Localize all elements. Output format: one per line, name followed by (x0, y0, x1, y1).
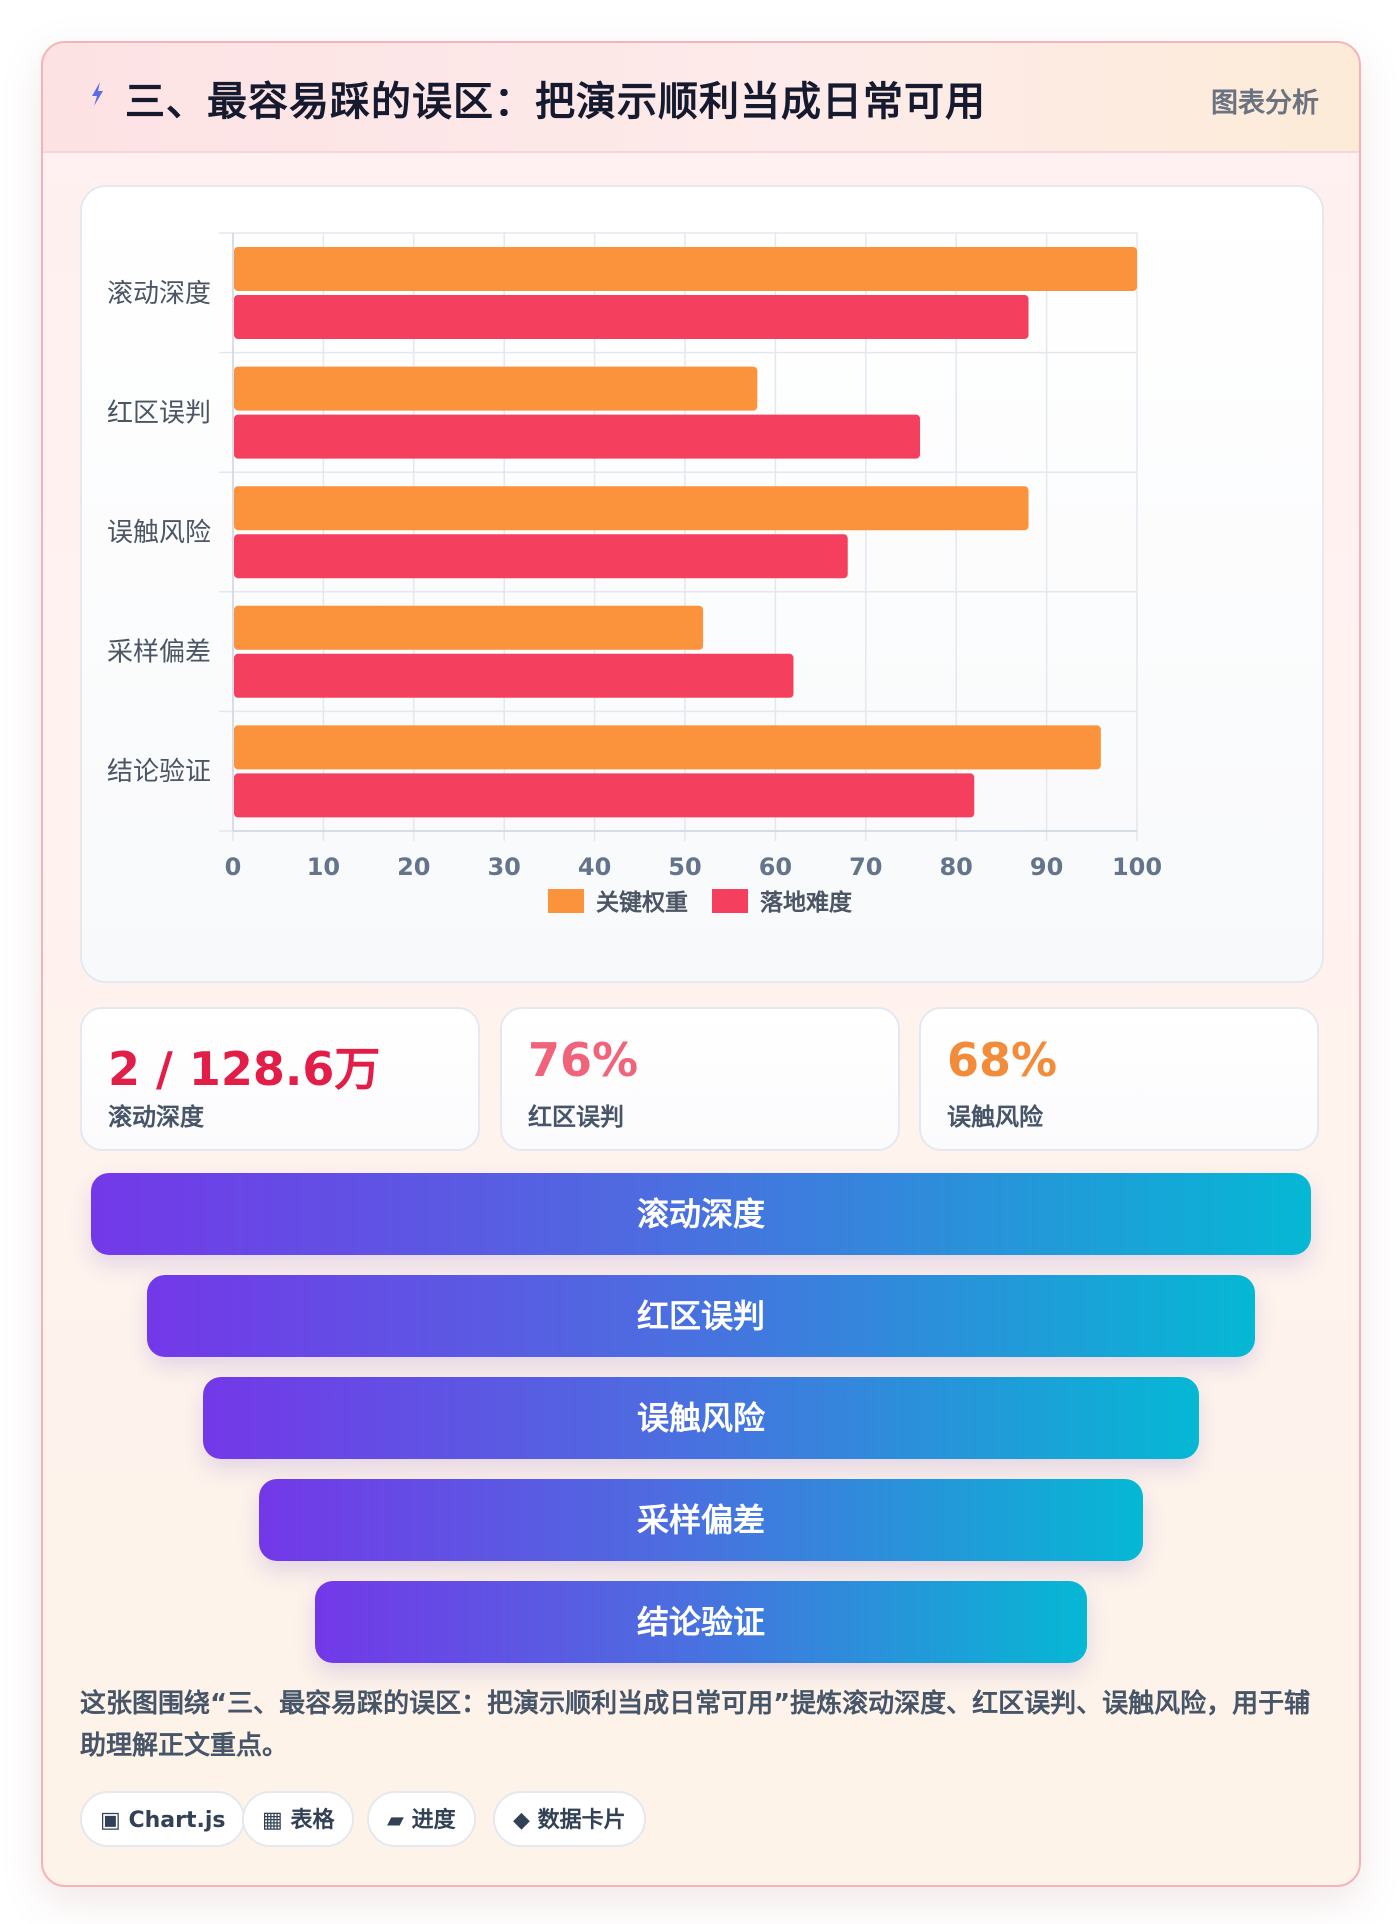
funnel-step-3: 误触风险 (203, 1377, 1199, 1459)
x-tick-label: 90 (1030, 853, 1063, 881)
x-tick-label: 80 (939, 853, 972, 881)
bar (234, 773, 975, 818)
chart-analysis-tag: 图表分析 (1211, 88, 1319, 119)
legend-swatch (712, 889, 748, 913)
page-title: 三、最容易踩的误区：把演示顺利当成日常可用 (125, 79, 986, 125)
bar (234, 725, 1101, 770)
x-tick-label: 60 (759, 853, 792, 881)
legend-label: 落地难度 (760, 889, 853, 916)
x-tick-label: 30 (487, 853, 520, 881)
stat-label-3: 误触风险 (947, 1103, 1043, 1131)
chart-icon: ▣ (100, 1808, 121, 1833)
bar (234, 247, 1137, 291)
stat-card-3: 68% 误触风险 (919, 1007, 1319, 1151)
funnel-step-1: 滚动深度 (91, 1173, 1311, 1255)
chip-data-card[interactable]: ◆ 数据卡片 (493, 1791, 646, 1847)
category-label: 结论验证 (107, 757, 211, 787)
x-tick-label: 70 (849, 853, 882, 881)
table-icon: ▦ (262, 1808, 283, 1833)
category-label: 红区误判 (107, 398, 211, 428)
lightning-icon (92, 82, 103, 106)
x-tick-label: 100 (1112, 853, 1162, 881)
bar-chart: 滚动深度红区误判误触风险采样偏差结论验证 0 10 20 30 40 50 60 70 80 90 1… (80, 185, 1324, 983)
bar (234, 295, 1029, 339)
stat-value-1: 2 / 128.6万 (108, 1042, 381, 1096)
x-tick-label: 10 (307, 853, 340, 881)
chip-label: 数据卡片 (537, 1808, 626, 1833)
x-tick-label: 20 (397, 853, 430, 881)
legend-swatch (548, 889, 584, 913)
bar (234, 366, 758, 411)
x-tick-label: 40 (578, 853, 611, 881)
category-label: 滚动深度 (107, 279, 211, 309)
progress-icon: ▰ (387, 1808, 404, 1833)
category-label: 误触风险 (107, 518, 211, 548)
bar (234, 534, 848, 579)
category-label: 采样偏差 (107, 638, 211, 668)
chip-progress[interactable]: ▰ 进度 (367, 1791, 476, 1847)
stat-label-2: 红区误判 (528, 1103, 624, 1131)
chip-label: 进度 (411, 1808, 456, 1833)
funnel-step-2: 红区误判 (147, 1275, 1255, 1357)
funnel-step-5: 结论验证 (315, 1581, 1087, 1663)
chip-label: Chart.js (128, 1808, 226, 1833)
card-header: 三、最容易踩的误区：把演示顺利当成日常可用 图表分析 (43, 43, 1359, 153)
card-icon: ◆ (513, 1808, 530, 1833)
bar (234, 605, 704, 650)
stat-card-2: 76% 红区误判 (500, 1007, 900, 1151)
bar (234, 653, 794, 698)
funnel-step-4: 采样偏差 (259, 1479, 1143, 1561)
legend-label: 关键权重 (596, 889, 688, 916)
x-tick-label: 0 (225, 853, 242, 881)
chip-label: 表格 (290, 1808, 335, 1833)
bar (234, 486, 1029, 531)
stat-label-1: 滚动深度 (108, 1103, 204, 1131)
chip-table[interactable]: ▦ 表格 (242, 1791, 355, 1847)
chart-card: 三、最容易踩的误区：把演示顺利当成日常可用 图表分析 滚动深度 红区误判 误触风险采… (41, 41, 1361, 1887)
stat-value-2: 76% (528, 1033, 639, 1087)
stat-value-3: 68% (947, 1033, 1058, 1087)
chart-description: 这张图围绕“三、最容易踩的误区：把演示顺利当成日常可用”提炼滚动深度、红区误判、… (80, 1689, 1311, 1761)
bar (234, 414, 921, 459)
chip-chartjs[interactable]: ▣ Chart.js (80, 1791, 246, 1847)
stat-card-1: 2 / 128.6万 滚动深度 (80, 1007, 480, 1151)
x-tick-label: 50 (668, 853, 701, 881)
